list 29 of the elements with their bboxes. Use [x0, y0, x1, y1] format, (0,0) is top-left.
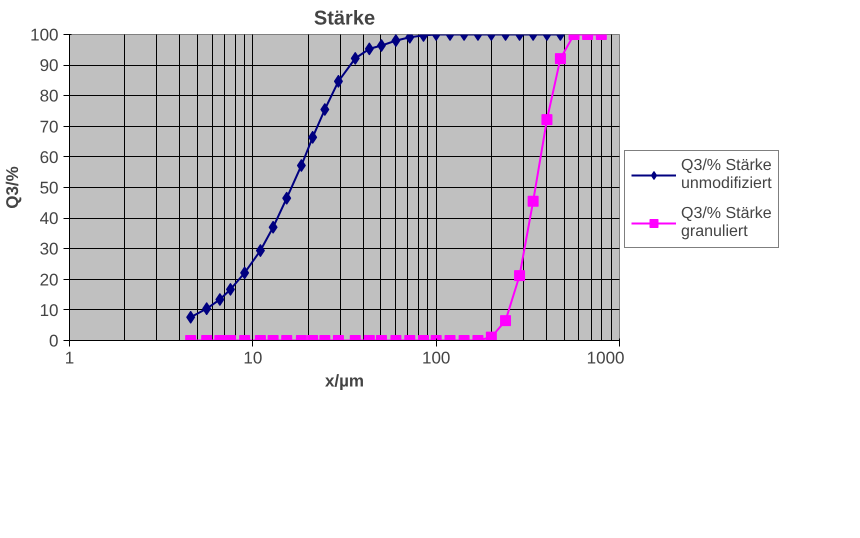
legend-label: Q3/% Stärke unmodifiziert	[681, 156, 772, 192]
y-tick-label: 10	[40, 300, 59, 320]
y-tick-label: 20	[40, 270, 59, 290]
chart-title: Stärke	[314, 8, 376, 30]
y-tick-label: 80	[40, 86, 59, 106]
point	[308, 130, 318, 144]
y-tick-label: 30	[40, 240, 59, 259]
point	[268, 220, 278, 234]
y-tick-label: 70	[40, 117, 59, 136]
y-tick-label: 60	[40, 148, 59, 167]
y-tick-label: 90	[40, 56, 59, 76]
point	[486, 332, 497, 340]
x-tick-label: 10	[243, 348, 262, 368]
x-tick-label: 100	[422, 348, 450, 368]
y-tick-label: 100	[30, 26, 59, 44]
y-tick-label: 50	[40, 178, 59, 198]
legend-label: Q3/% Stärke granuliert	[681, 204, 772, 240]
y-axis-title: Q3/%	[3, 166, 22, 209]
point	[296, 158, 306, 172]
point	[256, 244, 265, 258]
point	[282, 192, 292, 205]
x-tick-label: 1	[64, 348, 74, 368]
point	[541, 114, 552, 126]
y-tick-label: 0	[49, 332, 59, 350]
point	[240, 266, 250, 280]
x-axis-title: x/µm	[324, 372, 364, 390]
y-tick-label: 40	[40, 209, 59, 228]
point	[528, 196, 539, 207]
x-tick-label: 1000	[586, 348, 625, 368]
